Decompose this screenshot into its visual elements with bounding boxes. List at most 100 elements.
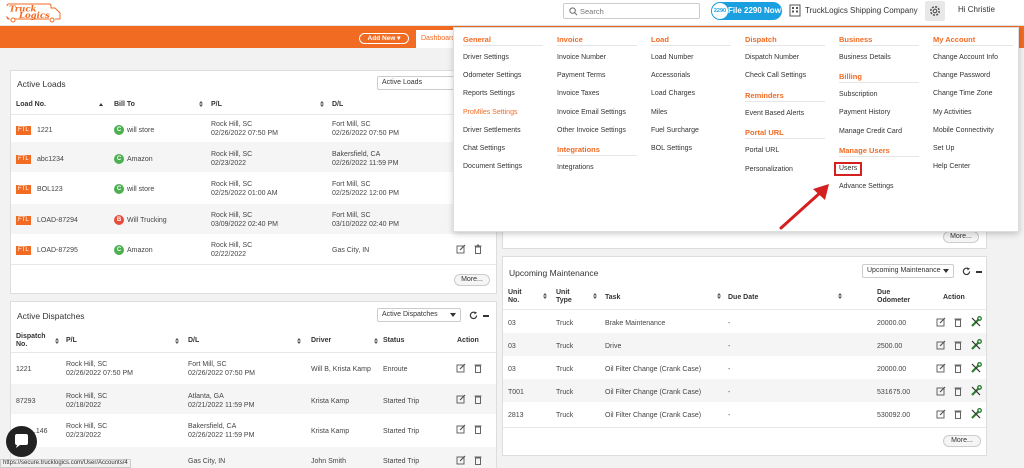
menu-item-portal-url[interactable]: Portal URL — [745, 147, 780, 154]
menu-item-chat-settings[interactable]: Chat Settings — [463, 145, 506, 152]
menu-item-invoice-taxes[interactable]: Invoice Taxes — [557, 90, 600, 97]
menu-item-bol-settings[interactable]: BOL Settings — [651, 145, 692, 152]
menu-item-fuel-surcharge[interactable]: Fuel Surcharge — [651, 127, 699, 134]
col-pl[interactable]: P/L — [211, 101, 222, 108]
menu-item-driver-settings[interactable]: Driver Settings — [463, 54, 509, 61]
sort-icon[interactable] — [717, 292, 721, 300]
col-unit-no[interactable]: Unit No. — [508, 289, 522, 304]
collapse-icon[interactable] — [483, 315, 489, 317]
sort-icon[interactable] — [374, 337, 378, 345]
col-dispatch-no[interactable]: Dispatch No. — [16, 333, 46, 348]
menu-item-event-based-alerts[interactable]: Event Based Alerts — [745, 110, 805, 117]
edit-icon[interactable] — [456, 394, 466, 404]
sort-icon[interactable] — [199, 100, 203, 108]
col-due-odometer[interactable]: Due Odometer — [877, 289, 911, 304]
edit-icon[interactable] — [936, 363, 946, 373]
maintenance-select[interactable]: Upcoming Maintenance — [862, 264, 954, 278]
delete-icon[interactable] — [953, 317, 963, 327]
company-selector[interactable]: TruckLogics Shipping Company — [789, 4, 918, 18]
sort-asc-icon[interactable] — [99, 101, 103, 109]
edit-icon[interactable] — [936, 317, 946, 327]
refresh-icon[interactable] — [962, 267, 971, 276]
sort-icon[interactable] — [320, 100, 324, 108]
user-greeting[interactable]: Hi Christie — [958, 5, 995, 14]
sort-icon[interactable] — [838, 292, 842, 300]
menu-item-document-settings[interactable]: Document Settings — [463, 163, 523, 170]
menu-item-check-call-settings[interactable]: Check Call Settings — [745, 72, 807, 79]
collapse-icon[interactable] — [976, 271, 982, 273]
menu-item-change-password[interactable]: Change Password — [933, 72, 991, 79]
menu-item-driver-settlements[interactable]: Driver Settlements — [463, 127, 521, 134]
menu-item-my-activities[interactable]: My Activities — [933, 109, 972, 116]
menu-item-payment-terms[interactable]: Payment Terms — [557, 72, 606, 79]
sort-icon[interactable] — [175, 337, 179, 345]
edit-icon[interactable] — [456, 363, 466, 373]
edit-icon[interactable] — [456, 244, 466, 254]
upper-right-more-button[interactable]: More... — [943, 231, 979, 243]
wrench-icon[interactable] — [970, 408, 982, 420]
load-number[interactable]: 1221 — [37, 127, 53, 134]
delete-icon[interactable] — [953, 386, 963, 396]
menu-item-business-details[interactable]: Business Details — [839, 54, 891, 61]
delete-icon[interactable] — [473, 455, 483, 465]
menu-item-odometer-settings[interactable]: Odometer Settings — [463, 72, 522, 79]
edit-icon[interactable] — [456, 455, 466, 465]
edit-icon[interactable] — [456, 424, 466, 434]
file-2290-button[interactable]: 2290 File 2290 Now — [711, 2, 782, 20]
delete-icon[interactable] — [473, 244, 483, 254]
active-dispatches-select[interactable]: Active Dispatches — [377, 308, 461, 322]
menu-item-reports-settings[interactable]: Reports Settings — [463, 90, 515, 97]
sort-icon[interactable] — [297, 337, 301, 345]
delete-icon[interactable] — [953, 409, 963, 419]
edit-icon[interactable] — [936, 340, 946, 350]
menu-item-personalization[interactable]: Personalization — [745, 166, 793, 173]
load-number[interactable]: abc1234 — [37, 156, 64, 163]
sort-icon[interactable] — [55, 337, 59, 345]
wrench-icon[interactable] — [970, 339, 982, 351]
edit-icon[interactable] — [936, 386, 946, 396]
menu-item-load-charges[interactable]: Load Charges — [651, 90, 695, 97]
menu-item-manage-credit-card[interactable]: Manage Credit Card — [839, 128, 903, 135]
load-number[interactable]: LOAD-87294 — [37, 217, 78, 224]
search-box[interactable] — [563, 3, 700, 19]
menu-item-other-invoice-settings[interactable]: Other Invoice Settings — [557, 127, 626, 134]
col-bill-to[interactable]: Bill To — [114, 101, 135, 108]
menu-item-payment-history[interactable]: Payment History — [839, 109, 891, 116]
settings-button[interactable] — [925, 1, 945, 21]
active-loads-select[interactable]: Active Loads — [377, 76, 457, 90]
col-status[interactable]: Status — [383, 337, 405, 344]
chat-widget[interactable] — [6, 426, 37, 457]
menu-item-mobile-connectivity[interactable]: Mobile Connectivity — [933, 127, 994, 134]
trucklogics-logo[interactable]: Truck Logics — [5, 2, 61, 23]
menu-item-set-up[interactable]: Set Up — [933, 145, 955, 152]
col-unit-type[interactable]: Unit Type — [556, 289, 572, 304]
refresh-icon[interactable] — [469, 311, 478, 320]
edit-icon[interactable] — [936, 409, 946, 419]
menu-item-invoice-email-settings[interactable]: Invoice Email Settings — [557, 109, 626, 116]
search-input[interactable] — [580, 5, 695, 17]
sort-icon[interactable] — [593, 292, 597, 300]
wrench-icon[interactable] — [970, 362, 982, 374]
maintenance-more-button[interactable]: More... — [943, 435, 981, 447]
menu-item-advance-settings[interactable]: Advance Settings — [839, 183, 894, 190]
delete-icon[interactable] — [953, 340, 963, 350]
menu-item-miles[interactable]: Miles — [651, 109, 668, 116]
wrench-icon[interactable] — [970, 385, 982, 397]
load-number[interactable]: LOAD-87295 — [37, 247, 78, 254]
col-dl[interactable]: D/L — [188, 337, 200, 344]
menu-item-users[interactable]: Users — [839, 165, 858, 172]
menu-item-help-center[interactable]: Help Center — [933, 163, 971, 170]
delete-icon[interactable] — [473, 394, 483, 404]
dispatch-number[interactable]: 1221 — [16, 366, 32, 373]
col-due-date[interactable]: Due Date — [728, 294, 759, 301]
menu-item-dispatch-number[interactable]: Dispatch Number — [745, 54, 800, 61]
active-loads-more-button[interactable]: More... — [454, 274, 490, 286]
menu-item-load-number[interactable]: Load Number — [651, 54, 694, 61]
delete-icon[interactable] — [473, 363, 483, 373]
delete-icon[interactable] — [953, 363, 963, 373]
dispatch-number[interactable]: 87293 — [16, 398, 36, 405]
menu-item-invoice-number[interactable]: Invoice Number — [557, 54, 607, 61]
delete-icon[interactable] — [473, 424, 483, 434]
menu-item-change-time-zone[interactable]: Change Time Zone — [933, 90, 993, 97]
col-task[interactable]: Task — [605, 294, 621, 301]
